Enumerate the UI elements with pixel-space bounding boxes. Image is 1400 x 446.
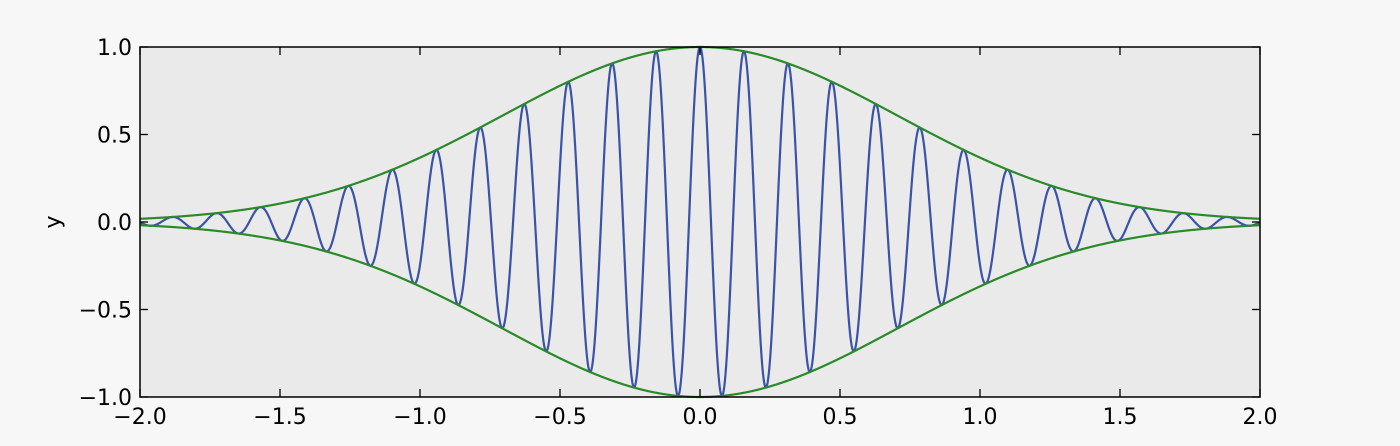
x-tick-label: 1.5 — [1103, 405, 1138, 430]
x-tick-label: −0.5 — [533, 405, 586, 430]
x-tick-label: 0.5 — [823, 405, 858, 430]
y-tick-label: −0.5 — [79, 299, 132, 324]
y-axis: −1.0 −0.5 0.0 0.5 1.0 — [79, 36, 1260, 411]
y-tick-label: 1.0 — [97, 36, 132, 61]
plot-area — [140, 47, 1260, 397]
x-tick-label: 1.0 — [963, 405, 998, 430]
x-tick-label: 2.0 — [1243, 405, 1278, 430]
y-tick-label: 0.0 — [97, 211, 132, 236]
y-tick-label: −1.0 — [79, 386, 132, 411]
x-tick-label: −2.0 — [113, 405, 166, 430]
x-tick-label: −1.5 — [253, 405, 306, 430]
x-tick-label: 0.0 — [683, 405, 718, 430]
x-axis: −2.0 −1.5 −1.0 −0.5 0.0 0.5 1.0 1.5 2.0 — [113, 47, 1278, 430]
y-axis-label: y — [41, 215, 66, 228]
x-tick-label: −1.0 — [393, 405, 446, 430]
y-tick-label: 0.5 — [97, 124, 132, 149]
